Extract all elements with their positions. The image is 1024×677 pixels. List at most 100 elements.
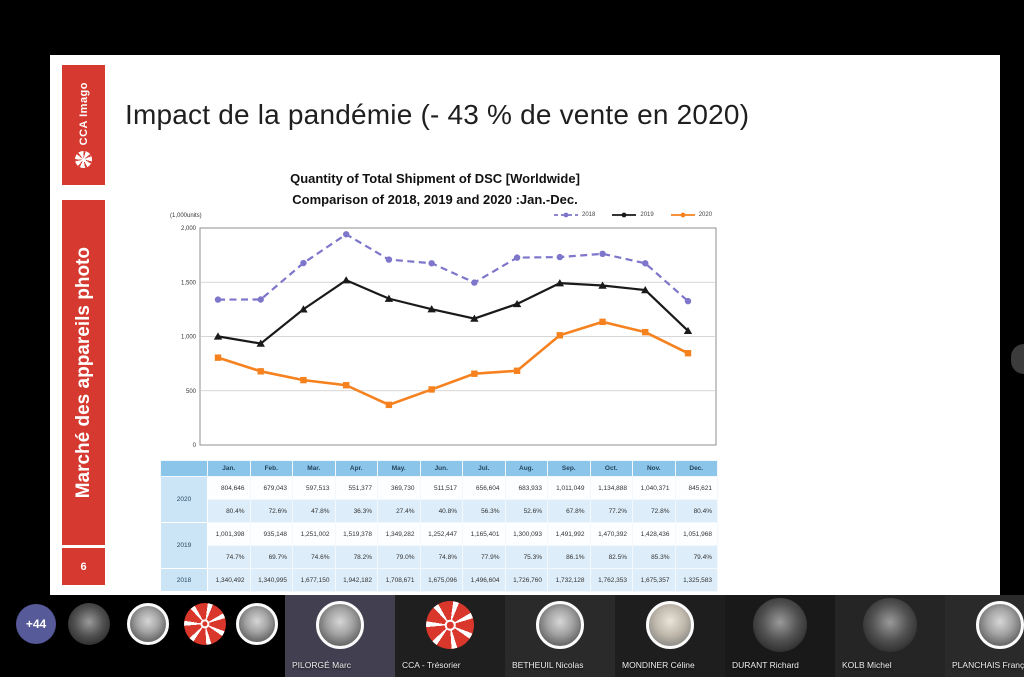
legend-item-2020: 2020 bbox=[670, 211, 712, 219]
year-label-cell: 2019 bbox=[160, 522, 208, 569]
value-cell: 52.6% bbox=[504, 499, 548, 523]
value-cell: 40.8% bbox=[419, 499, 463, 523]
value-cell: 78.2% bbox=[334, 545, 378, 569]
marker-2018 bbox=[684, 297, 692, 305]
participant-name: PILORGÉ Marc bbox=[292, 660, 352, 670]
marker-2020 bbox=[257, 368, 264, 375]
aperture-logo-avatar bbox=[426, 601, 474, 649]
value-cell: 1,340,492 bbox=[207, 568, 251, 592]
value-cell: 1,165,401 bbox=[462, 522, 506, 546]
marker-2019 bbox=[512, 299, 522, 308]
marker-2018 bbox=[642, 260, 649, 267]
participant-tile[interactable]: MONDINER Céline bbox=[615, 595, 725, 677]
marker-2018 bbox=[300, 259, 307, 267]
value-cell: 369,730 bbox=[377, 476, 421, 500]
value-cell: 679,043 bbox=[249, 476, 293, 500]
marker-2020 bbox=[385, 401, 393, 409]
marker-2019 bbox=[213, 332, 223, 340]
table-row: 74.7% 69.7% 74.6% 78.2% 79.0% 74.8% 77.9% 75.3%… bbox=[161, 545, 718, 569]
marker-2018 bbox=[385, 256, 393, 263]
table-row: 2020 804,646 679,043 597,513 551,377 369,730 5… bbox=[160, 476, 718, 523]
value-cell: 74.6% bbox=[292, 545, 336, 569]
chart-legend: 2018 2019 2020 bbox=[553, 211, 712, 219]
overflow-participants-badge[interactable]: +44 bbox=[16, 604, 56, 644]
month-header: Dec. bbox=[674, 460, 718, 477]
next-slide-handle[interactable] bbox=[1011, 344, 1024, 374]
marker-2020 bbox=[471, 370, 478, 377]
y-tick-label: 500 bbox=[186, 389, 197, 395]
brand-label: CCA Imago bbox=[77, 81, 90, 146]
participant-avatar[interactable] bbox=[127, 603, 169, 645]
value-cell: 1,325,583 bbox=[674, 568, 718, 592]
value-cell: 72.6% bbox=[249, 499, 293, 523]
marker-2020 bbox=[684, 350, 692, 357]
value-cell: 1,726,760 bbox=[504, 568, 548, 592]
participant-tile[interactable]: BETHEUIL Nicolas bbox=[505, 595, 615, 677]
value-cell: 1,011,049 bbox=[547, 476, 591, 500]
presentation-slide: CCA Imago Marché des appareils photo 6 I… bbox=[50, 55, 1000, 595]
legend-item-2019: 2019 bbox=[611, 211, 654, 219]
chart-title-line2: Comparison of 2018, 2019 and 2020 :Jan.-… bbox=[292, 191, 578, 207]
marker-2019 bbox=[299, 305, 308, 313]
marker-2018 bbox=[214, 296, 222, 303]
table-row: 80.4% 72.6% 47.8% 36.3% 27.4% 40.8% 56.3% 52.6%… bbox=[161, 499, 718, 523]
value-cell: 56.3% bbox=[462, 499, 506, 523]
month-header: Feb. bbox=[249, 460, 293, 477]
value-cell: 79.4% bbox=[674, 545, 718, 569]
camera-aperture-icon bbox=[75, 151, 92, 169]
value-cell: 1,428,436 bbox=[632, 522, 676, 546]
value-cell: 47.8% bbox=[292, 499, 336, 523]
value-cell: 85.3% bbox=[632, 545, 676, 569]
marker-2019 bbox=[341, 276, 351, 284]
value-cell: 1,040,371 bbox=[632, 476, 676, 500]
y-tick-label: 1,000 bbox=[181, 335, 197, 341]
chart-title-line1: Quantity of Total Shipment of DSC [World… bbox=[290, 171, 580, 186]
month-header: Jun. bbox=[419, 460, 463, 477]
marker-2018 bbox=[257, 296, 264, 303]
month-header: Jul. bbox=[462, 460, 506, 477]
value-cell: 1,675,096 bbox=[419, 568, 463, 592]
month-header: Aug. bbox=[504, 460, 548, 477]
participant-tile[interactable]: DURANT Richard bbox=[725, 595, 835, 677]
participant-avatar bbox=[316, 601, 364, 649]
participant-name: PLANCHAIS François bbox=[952, 660, 1024, 670]
series-line-2018 bbox=[217, 232, 689, 302]
participant-tile[interactable]: KOLB Michel bbox=[835, 595, 945, 677]
value-cell: 1,251,002 bbox=[292, 522, 336, 546]
y-axis-unit-label: (1,000units) bbox=[170, 213, 202, 219]
participant-avatar[interactable] bbox=[68, 603, 110, 645]
value-cell: 1,677,150 bbox=[292, 568, 336, 592]
value-cell: 1,252,447 bbox=[419, 522, 463, 546]
month-header: Apr. bbox=[334, 460, 378, 477]
month-header: Mar. bbox=[292, 460, 336, 477]
value-cell: 1,340,995 bbox=[249, 568, 293, 592]
participant-tile[interactable]: CCA - Trésorier bbox=[395, 595, 505, 677]
y-tick-label: 2,000 bbox=[181, 226, 197, 232]
value-cell: 80.4% bbox=[674, 499, 718, 523]
value-cell: 683,933 bbox=[504, 476, 548, 500]
marker-2020 bbox=[342, 382, 350, 389]
value-cell: 1,942,182 bbox=[334, 568, 378, 592]
value-cell: 1,519,378 bbox=[334, 522, 378, 546]
value-cell: 69.7% bbox=[249, 545, 293, 569]
participant-name: MONDINER Céline bbox=[622, 660, 695, 670]
value-cell: 845,621 bbox=[674, 476, 718, 500]
participant-name: KOLB Michel bbox=[842, 660, 892, 670]
legend-label: 2019 bbox=[640, 212, 654, 218]
value-cell: 77.2% bbox=[589, 499, 633, 523]
month-header: Jan. bbox=[207, 460, 251, 477]
participant-avatar[interactable] bbox=[236, 603, 278, 645]
marker-2019 bbox=[427, 305, 436, 313]
value-cell: 1,300,093 bbox=[504, 522, 548, 546]
marker-2020 bbox=[300, 376, 307, 384]
sidebar-brand-box: CCA Imago bbox=[62, 65, 105, 185]
page-number-box: 6 bbox=[62, 548, 105, 585]
table-header-row: Jan. Feb. Mar. Apr. May. Jun. Jul. Aug. Sep. Oct.… bbox=[160, 460, 718, 477]
participant-tile[interactable]: PLANCHAIS François bbox=[945, 595, 1024, 677]
year-label-cell: 2020 bbox=[160, 476, 208, 523]
participant-tile[interactable]: PILORGÉ Marc bbox=[285, 595, 395, 677]
page-number: 6 bbox=[80, 560, 87, 573]
aperture-logo-avatar[interactable] bbox=[184, 603, 226, 645]
marker-2019 bbox=[598, 281, 607, 289]
